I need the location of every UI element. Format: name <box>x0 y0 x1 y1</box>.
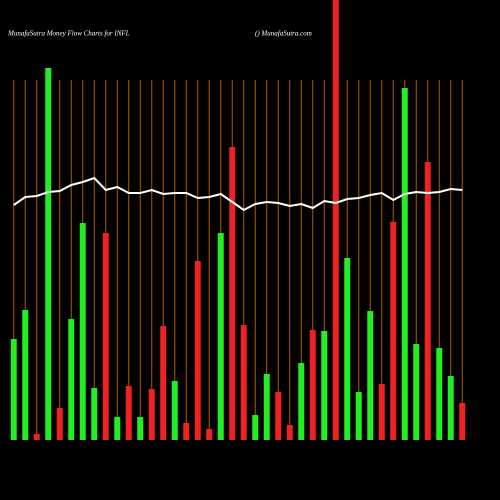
bar <box>447 376 454 440</box>
bar <box>45 68 52 440</box>
bar <box>252 415 259 440</box>
bar <box>298 363 305 440</box>
bar <box>194 261 201 440</box>
bar <box>436 348 443 440</box>
bar <box>240 325 247 440</box>
bar <box>401 88 408 440</box>
bar <box>332 0 339 440</box>
bar <box>263 374 270 440</box>
bar <box>390 222 397 440</box>
bar <box>10 339 17 440</box>
bar <box>33 434 40 440</box>
bar <box>125 386 132 440</box>
bar <box>344 258 351 440</box>
bar <box>68 319 75 440</box>
bar <box>160 326 167 440</box>
bar <box>367 311 374 440</box>
bar <box>217 233 224 440</box>
bar <box>79 223 86 440</box>
bar <box>413 344 420 440</box>
bar <box>286 425 293 440</box>
bar <box>229 147 236 440</box>
bar <box>183 423 190 440</box>
chart-subtitle: () MunafaSutra.com <box>255 30 312 38</box>
bar <box>148 389 155 440</box>
bar <box>137 417 144 440</box>
bar <box>459 403 466 440</box>
bar <box>114 417 121 440</box>
bar <box>309 330 316 440</box>
bar <box>102 233 109 440</box>
bar <box>355 392 362 440</box>
bar <box>22 310 29 440</box>
bar <box>424 162 431 440</box>
bar <box>206 429 213 440</box>
bar <box>275 392 282 440</box>
bar <box>56 408 63 440</box>
chart-title: MunafaSutra Money Flow Charts for INFL <box>7 30 130 38</box>
bar <box>91 388 98 440</box>
bar <box>378 384 385 440</box>
bar <box>171 381 178 440</box>
bar <box>321 331 328 440</box>
money-flow-line <box>13 176 463 212</box>
